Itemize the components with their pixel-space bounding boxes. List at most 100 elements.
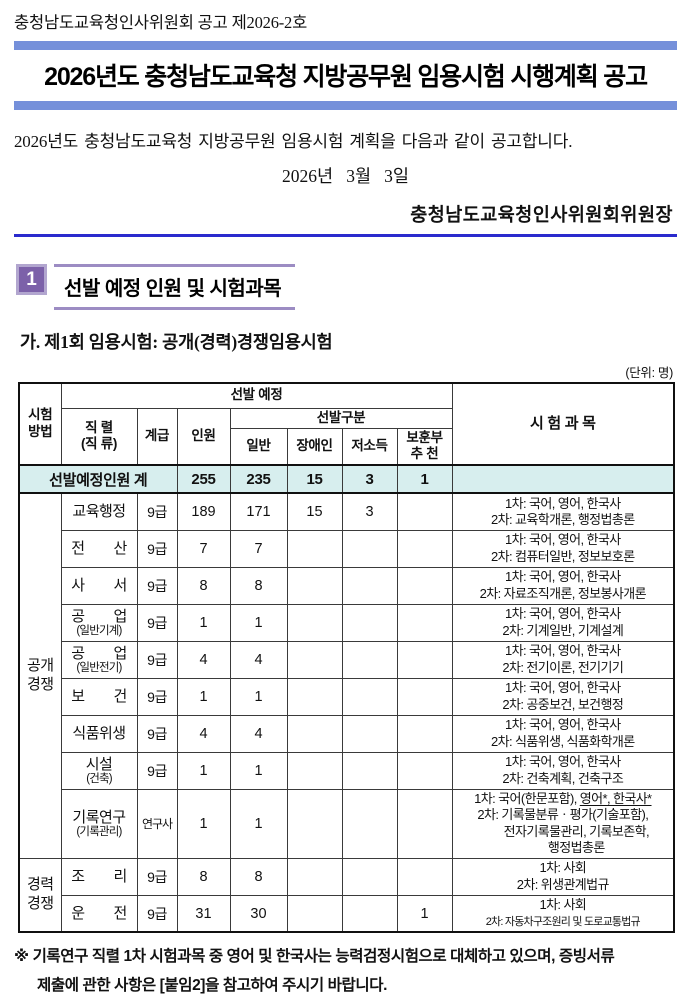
series-subname: (일반기계) xyxy=(76,624,122,637)
cell-low-income: 3 xyxy=(341,492,398,531)
divider-rule xyxy=(14,234,677,237)
table-row: 전 산 9급 7 7 1차: 국어, 영어, 한국사 2차: 컴퓨터일반, 정보보호론 xyxy=(19,529,675,568)
cell-series: 공 업 (일반전기) xyxy=(60,640,138,679)
table-row: 경력 경쟁 조 리 9급 8 8 1차: 사회 2차: 위생관계법규 xyxy=(18,857,675,933)
table-row: 공개 경쟁 교육행정 9급 189 171 15 3 1차: 국어, 영어, 한국사 2차: 교… xyxy=(18,492,675,859)
selection-table: 시험 방법 선발 예정 시 험 과 목 직 렬 (직 류) 계급 인원 선발구분… xyxy=(18,382,676,934)
section-heading-block: 1 선발 예정 인원 및 시험과목 xyxy=(16,264,691,310)
cell-general: 7 xyxy=(229,529,288,568)
cell-veterans xyxy=(396,566,453,605)
subject-line: 1차: 사회 xyxy=(539,897,587,912)
cell-general: 1 xyxy=(229,677,288,716)
cell-grade: 9급 xyxy=(136,566,178,605)
subject-line: 2차: 자동차구조원리 및 도로교통법규 xyxy=(485,915,641,928)
cell-subjects: 1차: 국어, 영어, 한국사 2차: 컴퓨터일반, 정보보호론 xyxy=(451,529,675,568)
cell-veterans xyxy=(396,857,453,896)
cell-low-income xyxy=(341,603,398,642)
cell-disabled xyxy=(286,529,343,568)
cell-count: 31 xyxy=(176,894,231,933)
subject-line: 2차: 자료조직개론, 정보봉사개론 xyxy=(479,585,647,601)
table-row: 운 전 9급 31 30 1 1차: 사회 2차: 자동차구조원리 및 도로교통법규 xyxy=(19,894,675,933)
subsection-heading: 가. 제1회 임용시험: 공개(경력)경쟁임용시험 xyxy=(20,332,333,352)
cell-subjects: 1차: 국어, 영어, 한국사 2차: 기계일반, 기계설계 xyxy=(451,603,675,642)
header-method: 시험 방법 xyxy=(18,382,62,466)
total-subjects xyxy=(451,464,675,495)
title-bar-top xyxy=(14,41,677,50)
cell-general: 171 xyxy=(229,492,288,531)
cell-series: 시설 (건축) xyxy=(60,751,138,790)
subject-line: 2차: 기록물분류ㆍ평가(기술포함), xyxy=(477,807,649,823)
cell-disabled xyxy=(286,677,343,716)
cell-disabled xyxy=(286,788,343,859)
subject-line: 1차: 국어, 영어, 한국사 xyxy=(505,495,621,511)
cell-low-income xyxy=(341,566,398,605)
table-row: 보 건 9급 1 1 1차: 국어, 영어, 한국사 2차: 공중보건, 보건행정 xyxy=(19,677,675,716)
cell-general: 8 xyxy=(229,857,288,896)
cell-disabled xyxy=(286,714,343,753)
cell-grade: 9급 xyxy=(136,677,178,716)
page-title: 2026년도 충청남도교육청 지방공무원 임용시험 시행계획 공고 xyxy=(44,63,648,91)
cell-general: 4 xyxy=(229,640,288,679)
cell-subjects: 1차: 국어, 영어, 한국사 2차: 교육학개론, 행정법총론 xyxy=(451,492,675,531)
cell-low-income xyxy=(341,714,398,753)
cell-series: 공 업 (일반기계) xyxy=(60,603,138,642)
total-veterans: 1 xyxy=(396,464,453,495)
series-name: 시설 xyxy=(85,755,113,773)
cell-count: 8 xyxy=(176,857,231,896)
cell-grade: 9급 xyxy=(136,857,178,896)
section-number-badge: 1 xyxy=(16,264,47,295)
subject-line: 1차: 국어, 영어, 한국사 xyxy=(505,754,621,770)
group-label: 경력 경쟁 xyxy=(18,857,62,933)
announce-date: 2026년 3월 3일 xyxy=(281,166,410,186)
series-name: 운 전 xyxy=(71,904,127,922)
cell-veterans xyxy=(396,714,453,753)
cell-subjects: 1차: 사회 2차: 위생관계법규 xyxy=(451,857,675,896)
notice-number: 충청남도교육청인사위원회 공고 제2026-2호 xyxy=(14,13,308,32)
cell-general: 30 xyxy=(229,894,288,933)
cell-low-income xyxy=(341,788,398,859)
cell-disabled xyxy=(286,857,343,896)
series-subname: (일반전기) xyxy=(76,661,122,674)
cell-veterans xyxy=(396,603,453,642)
cell-count: 8 xyxy=(176,566,231,605)
cell-subjects: 1차: 국어, 영어, 한국사 2차: 건축계획, 건축구조 xyxy=(451,751,675,790)
table-row: 기록연구 (기록관리) 연구사 1 1 1차: 국어(한문포함), 영어*, 한국사* 2차… xyxy=(19,788,675,859)
cell-subjects: 1차: 사회 2차: 자동차구조원리 및 도로교통법규 xyxy=(451,894,675,933)
intro-text: 2026년도 충청남도교육청 지방공무원 임용시험 계획을 다음과 같이 공고합… xyxy=(14,132,573,151)
subject-line: 1차: 국어, 영어, 한국사 xyxy=(505,717,621,733)
cell-disabled xyxy=(286,640,343,679)
table-row: 식품위생 9급 4 4 1차: 국어, 영어, 한국사 2차: 식품위생, 식품화학개론 xyxy=(19,714,675,753)
cell-subjects: 1차: 국어, 영어, 한국사 2차: 자료조직개론, 정보봉사개론 xyxy=(451,566,675,605)
series-subname: (기록관리) xyxy=(76,825,122,838)
subject-line: 2차: 전기이론, 전기기기 xyxy=(502,659,624,675)
total-general: 235 xyxy=(229,464,288,495)
cell-veterans xyxy=(396,751,453,790)
header-low-income: 저소득 xyxy=(341,427,398,466)
cell-general: 1 xyxy=(229,603,288,642)
cell-grade: 9급 xyxy=(136,640,178,679)
cell-series: 전 산 xyxy=(60,529,138,568)
cell-disabled xyxy=(286,751,343,790)
total-label: 선발예정인원 계 xyxy=(18,464,178,495)
subject-line: 1차: 국어(한문포함), 영어*, 한국사* xyxy=(474,790,652,806)
cell-veterans xyxy=(396,640,453,679)
subject-line: 2차: 건축계획, 건축구조 xyxy=(502,770,624,786)
cell-veterans xyxy=(396,677,453,716)
series-name: 보 건 xyxy=(71,688,127,706)
header-selection-planned: 선발 예정 xyxy=(60,382,453,409)
cell-veterans xyxy=(396,492,453,531)
series-name: 식품위생 xyxy=(72,725,126,743)
cell-general: 8 xyxy=(229,566,288,605)
header-veterans: 보훈부 추 천 xyxy=(396,427,453,466)
group-label: 공개 경쟁 xyxy=(18,492,62,859)
header-selection-category: 선발구분 xyxy=(229,407,453,429)
cell-disabled xyxy=(286,894,343,933)
cell-veterans xyxy=(396,529,453,568)
header-series: 직 렬 (직 류) xyxy=(60,407,138,466)
cell-subjects: 1차: 국어, 영어, 한국사 2차: 전기이론, 전기기기 xyxy=(451,640,675,679)
series-name: 조 리 xyxy=(71,868,127,886)
subject-line: 행정법총론 xyxy=(547,840,605,856)
signer-name: 충청남도교육청인사위원회위원장 xyxy=(410,206,673,226)
series-name: 공 업 xyxy=(71,644,127,662)
cell-disabled xyxy=(286,603,343,642)
